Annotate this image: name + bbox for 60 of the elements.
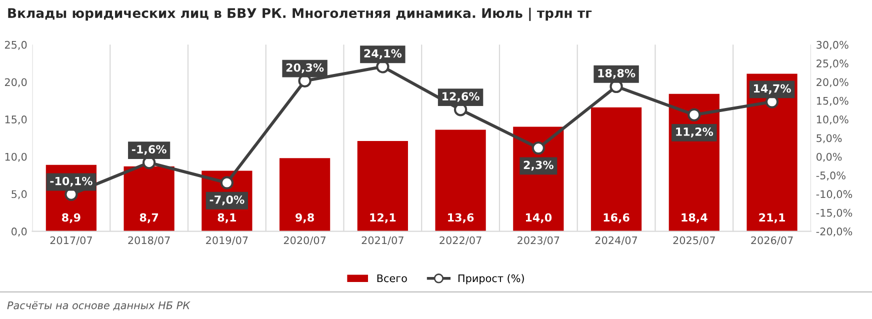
data-label: 9,8 xyxy=(296,213,314,224)
legend-label: Прирост (%) xyxy=(458,274,524,284)
point xyxy=(532,141,546,155)
data-label: 13,6 xyxy=(448,213,474,224)
y2-tick-label: -10,0% xyxy=(816,190,852,200)
x-tick-label: 2020/07 xyxy=(284,236,326,246)
y-tick-label: 10,0 xyxy=(5,152,27,162)
data-label: -10,1% xyxy=(50,176,92,187)
chart-title: Вклады юридических лиц в БВУ РК. Многолетняя динамика. Июль | трлн тг xyxy=(8,8,592,21)
bar xyxy=(357,140,408,232)
x-tick-label: 2022/07 xyxy=(440,236,482,246)
data-label: 8,9 xyxy=(62,213,80,224)
y2-tick-label: 30,0% xyxy=(816,40,848,50)
x-tick-label: 2023/07 xyxy=(518,236,560,246)
data-label: 11,2% xyxy=(676,128,714,138)
data-label: 18,8% xyxy=(598,68,636,79)
data-label: 14,0 xyxy=(526,213,552,224)
data-label: 21,1 xyxy=(759,213,785,224)
data-label: 18,4 xyxy=(682,213,708,224)
data-label: 16,6 xyxy=(604,213,630,224)
y2-tick-label: -20,0% xyxy=(816,228,852,236)
y2-tick-label: 25,0% xyxy=(816,60,848,68)
point xyxy=(688,108,701,122)
bar xyxy=(124,166,174,232)
y-tick-label: 5,0 xyxy=(12,190,27,200)
y2-tick-label: 15,0% xyxy=(816,96,848,106)
data-label: 8,1 xyxy=(218,213,236,224)
bar xyxy=(435,130,486,232)
bar xyxy=(280,158,330,232)
data-label: 8,7 xyxy=(140,213,158,224)
y2-tick-label: 5,0% xyxy=(816,134,842,144)
y-tick-label: 25,0 xyxy=(4,40,27,50)
x-tick-label: 2024/07 xyxy=(595,236,638,246)
x-tick-label: 2018/07 xyxy=(128,236,170,246)
y2-tick-label: -5,0% xyxy=(816,172,846,180)
data-label: 12,1 xyxy=(370,213,396,224)
x-tick-label: 2019/07 xyxy=(206,236,248,246)
data-label: -1,6% xyxy=(132,145,166,155)
text: Расчёты на основе данных НБ РК xyxy=(7,301,190,311)
data-label: 20,3% xyxy=(286,63,324,74)
x-tick-label: 2026/07 xyxy=(751,236,793,246)
y2-tick-label: 10,0% xyxy=(816,116,848,124)
data-label: -7,0% xyxy=(210,195,244,206)
data-label: 2,3% xyxy=(524,160,554,171)
y2-tick-label: 20,0% xyxy=(816,78,848,88)
point xyxy=(220,176,234,190)
x-tick-label: 2025/07 xyxy=(673,236,715,246)
data-label: 12,6% xyxy=(442,92,480,102)
bar xyxy=(746,74,798,232)
y-tick-label: 20,0 xyxy=(4,78,27,88)
y-tick-label: 15,0 xyxy=(5,116,27,124)
data-label: 24,1% xyxy=(364,49,402,60)
data-label: 14,7% xyxy=(754,84,791,94)
legend-label: Всего xyxy=(377,274,407,282)
y2-tick-label: 0,0% xyxy=(816,152,842,162)
x-tick-label: 2017/07 xyxy=(50,236,92,246)
y2-tick-label: -15,0% xyxy=(816,208,852,218)
y-tick-label: 0,0 xyxy=(12,228,27,236)
x-tick-label: 2021/07 xyxy=(362,236,404,246)
bar xyxy=(590,107,642,232)
